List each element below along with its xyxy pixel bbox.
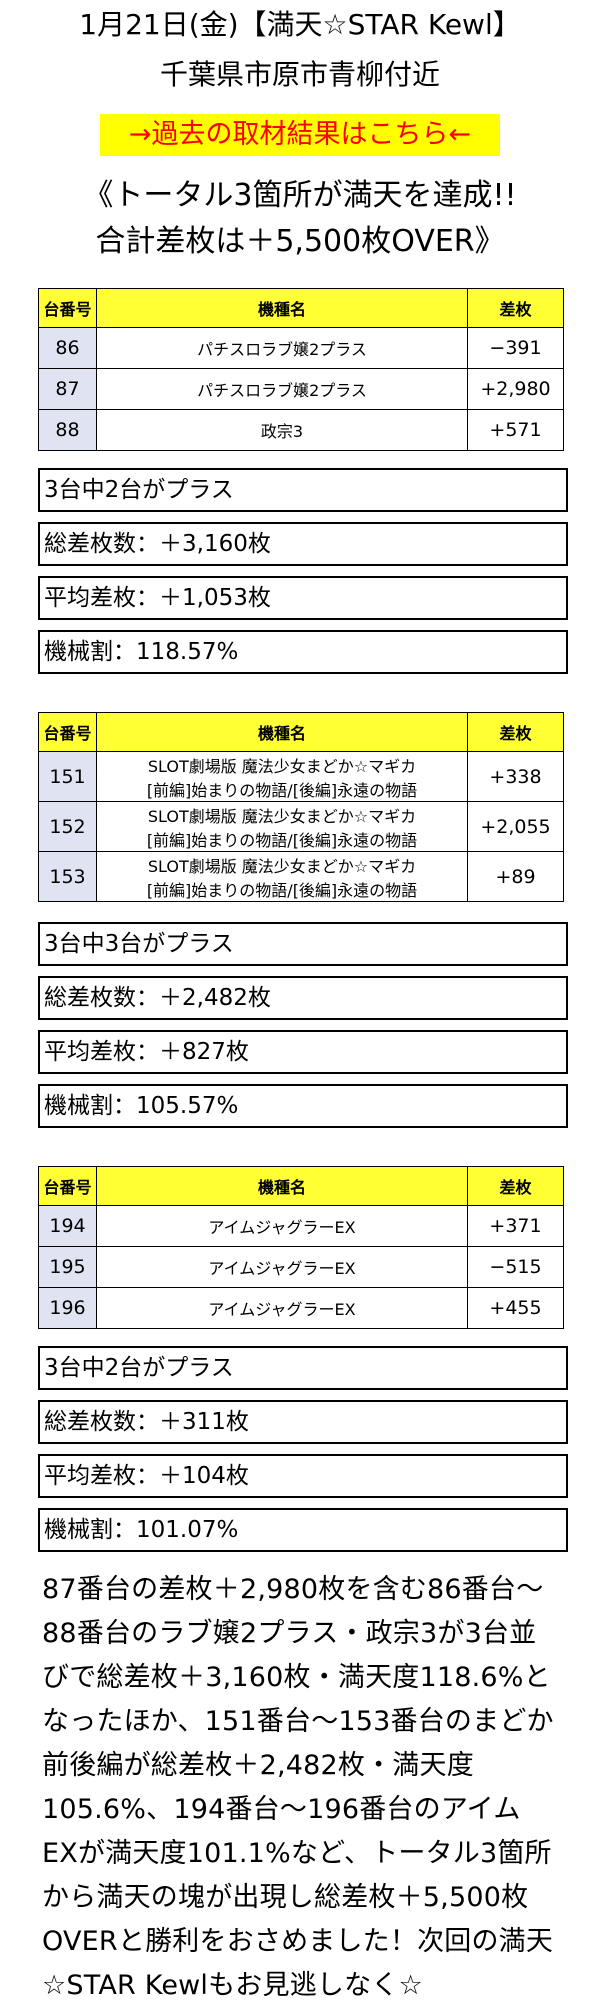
machine-number: 151 [38, 751, 97, 802]
summary-total-diff: 総差枚数：＋311枚 [38, 1400, 568, 1444]
results-table-3: 台番号 機種名 差枚 194 アイムジャグラーEX +371 195 アイムジャ… [38, 1166, 564, 1329]
paragraph-line: 87番台の差枚＋2,980枚を含む86番台〜 [42, 1574, 544, 1605]
machine-name: アイムジャグラーEX [96, 1246, 468, 1288]
paragraph-line: 88番台のラブ嬢2プラス・政宗3が3台並 [42, 1618, 537, 1649]
column-header-number: 台番号 [38, 712, 97, 752]
coin-difference: +89 [467, 851, 564, 902]
machine-name: パチスロラブ嬢2プラス [96, 327, 468, 369]
paragraph-line: 105.6%、194番台〜196番台のアイム [42, 1794, 521, 1825]
machine-name: SLOT劇場版 魔法少女まどか☆マギカ [前編]始まりの物語/[後編]永遠の物語 [96, 751, 468, 802]
summary-payout-rate: 機械割：118.57% [38, 630, 568, 674]
table-row: 152 SLOT劇場版 魔法少女まどか☆マギカ [前編]始まりの物語/[後編]永遠… [38, 801, 564, 852]
column-header-model: 機種名 [96, 712, 468, 752]
headline-line2: 合計差枚は＋5,500枚OVER》 [95, 224, 505, 259]
table-row: 86 パチスロラブ嬢2プラス −391 [38, 327, 564, 369]
coin-difference: −515 [467, 1246, 564, 1288]
machine-number: 87 [38, 368, 97, 410]
table-row: 194 アイムジャグラーEX +371 [38, 1205, 564, 1247]
summary-average-diff: 平均差枚：＋104枚 [38, 1454, 568, 1498]
page-title: 1月21日(金)【満天☆STAR Kewl】 [79, 8, 521, 41]
paragraph-line: EXが満天度101.1%など、トータル3箇所 [42, 1838, 552, 1869]
table-row: 88 政宗3 +571 [38, 409, 564, 451]
summary-total-diff: 総差枚数：＋2,482枚 [38, 976, 568, 1020]
paragraph-line: なったほか、151番台〜153番台のまどか [42, 1706, 554, 1737]
coin-difference: +2,980 [467, 368, 564, 410]
headline-line1: 《トータル3箇所が満天を達成!! [83, 178, 517, 213]
summary-average-diff: 平均差枚：＋1,053枚 [38, 576, 568, 620]
table-row: 153 SLOT劇場版 魔法少女まどか☆マギカ [前編]始まりの物語/[後編]永遠… [38, 851, 564, 902]
coin-difference: +371 [467, 1205, 564, 1247]
paragraph-line: びで総差枚＋3,160枚・満天度118.6%と [42, 1662, 551, 1693]
machine-name: SLOT劇場版 魔法少女まどか☆マギカ [前編]始まりの物語/[後編]永遠の物語 [96, 801, 468, 852]
table-row: 87 パチスロラブ嬢2プラス +2,980 [38, 368, 564, 410]
column-header-number: 台番号 [38, 1166, 97, 1206]
results-table-2: 台番号 機種名 差枚 151 SLOT劇場版 魔法少女まどか☆マギカ [前編]始ま… [38, 712, 564, 902]
summary-plus-count: 3台中2台がプラス [38, 1346, 568, 1390]
column-header-diff: 差枚 [467, 712, 564, 752]
machine-name: 政宗3 [96, 409, 468, 451]
machine-number: 195 [38, 1246, 97, 1288]
paragraph-line: 前後編が総差枚＋2,482枚・満天度 [42, 1750, 474, 1781]
coin-difference: −391 [467, 327, 564, 369]
table-row: 151 SLOT劇場版 魔法少女まどか☆マギカ [前編]始まりの物語/[後編]永遠… [38, 751, 564, 802]
machine-name: アイムジャグラーEX [96, 1287, 468, 1329]
column-header-model: 機種名 [96, 288, 468, 328]
machine-number: 153 [38, 851, 97, 902]
machine-number: 88 [38, 409, 97, 451]
column-header-diff: 差枚 [467, 1166, 564, 1206]
coin-difference: +338 [467, 751, 564, 802]
machine-name: パチスロラブ嬢2プラス [96, 368, 468, 410]
summary-payout-rate: 機械割：105.57% [38, 1084, 568, 1128]
table-row: 196 アイムジャグラーEX +455 [38, 1287, 564, 1329]
machine-name: アイムジャグラーEX [96, 1205, 468, 1247]
column-header-number: 台番号 [38, 288, 97, 328]
machine-number: 86 [38, 327, 97, 369]
summary-total-diff: 総差枚数：＋3,160枚 [38, 522, 568, 566]
summary-paragraph: 87番台の差枚＋2,980枚を含む86番台〜 88番台のラブ嬢2プラス・政宗3が… [42, 1568, 562, 2008]
paragraph-line: OVERと勝利をおさめました！次回の満天 [42, 1926, 554, 1957]
summary-plus-count: 3台中3台がプラス [38, 922, 568, 966]
location-subtitle: 千葉県市原市青柳付近 [159, 58, 440, 91]
column-header-model: 機種名 [96, 1166, 468, 1206]
coin-difference: +455 [467, 1287, 564, 1329]
machine-number: 194 [38, 1205, 97, 1247]
paragraph-line: ☆STAR Kewlもお見逃しなく☆ [42, 1970, 423, 2001]
machine-name: SLOT劇場版 魔法少女まどか☆マギカ [前編]始まりの物語/[後編]永遠の物語 [96, 851, 468, 902]
summary-average-diff: 平均差枚：＋827枚 [38, 1030, 568, 1074]
coin-difference: +2,055 [467, 801, 564, 852]
summary-plus-count: 3台中2台がプラス [38, 468, 568, 512]
machine-number: 152 [38, 801, 97, 852]
paragraph-line: から満天の塊が出現し総差枚＋5,500枚 [42, 1882, 529, 1913]
results-table-1: 台番号 機種名 差枚 86 パチスロラブ嬢2プラス −391 87 パチスロラブ… [38, 288, 564, 451]
machine-number: 196 [38, 1287, 97, 1329]
summary-payout-rate: 機械割：101.07% [38, 1508, 568, 1552]
past-results-link[interactable]: →過去の取材結果はこちら← [100, 114, 500, 156]
column-header-diff: 差枚 [467, 288, 564, 328]
table-row: 195 アイムジャグラーEX −515 [38, 1246, 564, 1288]
coin-difference: +571 [467, 409, 564, 451]
